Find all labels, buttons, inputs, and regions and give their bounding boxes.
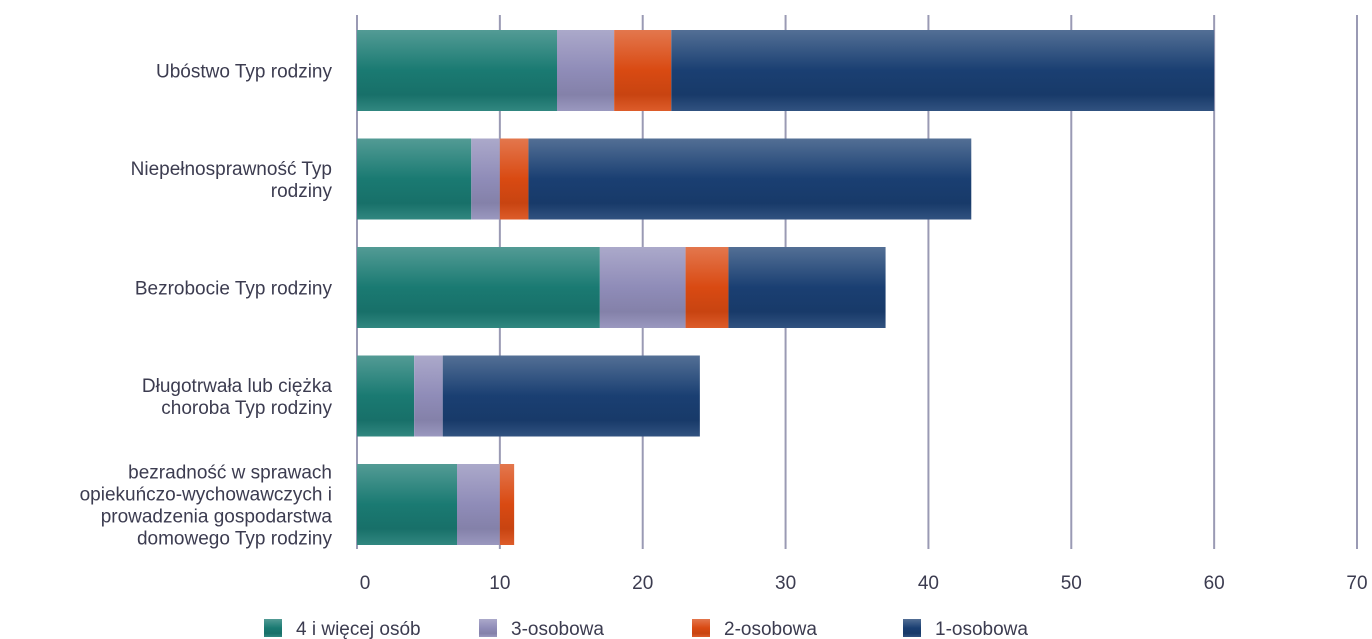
bar-area (357, 30, 1215, 545)
bar-segment (457, 464, 500, 545)
x-tick-label: 20 (632, 573, 653, 594)
bar-segment (599, 247, 686, 328)
legend-label: 4 i więcej osób (296, 619, 421, 639)
legend-label: 2-osobowa (724, 619, 817, 639)
bar-segment (357, 247, 600, 328)
bar-segment (499, 464, 515, 545)
x-tick-label: 50 (1061, 573, 1082, 594)
x-tick-label: 70 (1346, 573, 1367, 594)
legend-swatch (692, 619, 710, 637)
x-tick-label: 60 (1204, 573, 1225, 594)
category-label: Niepełnosprawność Typ rodziny (131, 159, 333, 202)
category-label: Długotrwała lub ciężka choroba Typ rodzin… (142, 376, 333, 419)
bar-segment (685, 247, 729, 328)
bar-segment (528, 138, 972, 220)
legend-label: 1-osobowa (935, 619, 1028, 639)
x-axis-tick-labels: 0 10 20 30 40 50 60 70 (360, 573, 1368, 594)
category-label: Ubóstwo Typ rodziny (156, 62, 333, 83)
x-tick-label: 10 (489, 573, 510, 594)
bar-segment (471, 138, 500, 220)
x-tick-label: 30 (775, 573, 796, 594)
legend-swatch (264, 619, 282, 637)
bar-segment (357, 355, 415, 437)
legend-swatch (903, 619, 921, 637)
legend: 4 i więcej osób 3-osobowa 2-osobowa 1-osobo… (264, 619, 1028, 639)
bar-segment (671, 30, 1215, 111)
bar-segment (499, 138, 529, 220)
bar-segment (357, 30, 557, 111)
x-tick-label: 40 (918, 573, 939, 594)
category-label: bezradność w sprawach opiekuńczo-wychowaw… (80, 463, 333, 550)
bar-segment (442, 355, 700, 437)
legend-swatch (479, 619, 497, 637)
category-labels: Ubóstwo Typ rodziny Niepełnosprawność Typ… (80, 62, 333, 550)
x-tick-label: 0 (360, 573, 371, 594)
legend-label: 3-osobowa (511, 619, 604, 639)
category-label: Bezrobocie Typ rodziny (135, 279, 333, 300)
bar-segment (614, 30, 672, 111)
bar-segment (357, 138, 472, 220)
bar-segment (357, 464, 457, 545)
bar-segment (414, 355, 443, 437)
bar-segment (557, 30, 615, 111)
bar-segment (728, 247, 886, 328)
